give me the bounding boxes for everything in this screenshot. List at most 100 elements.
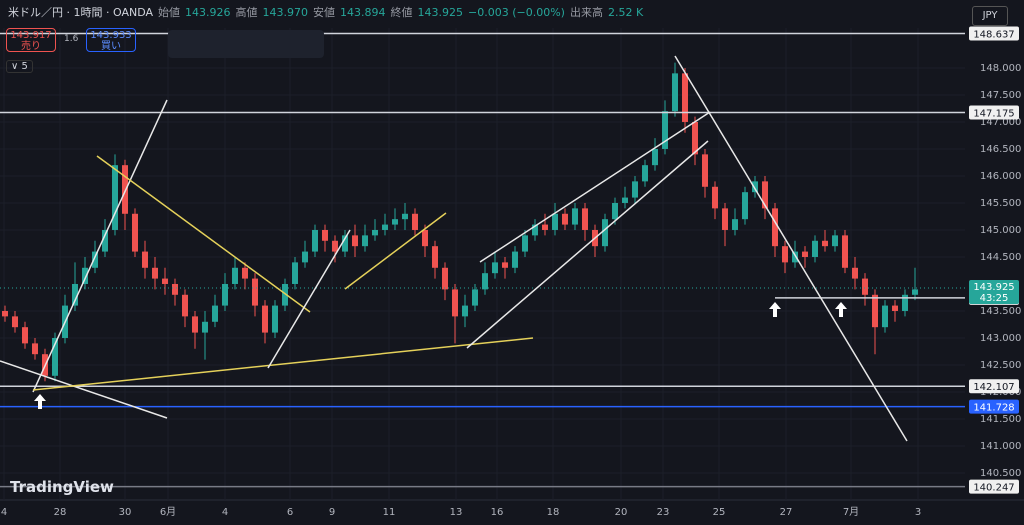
trendline <box>32 337 534 391</box>
candle-body <box>252 278 258 306</box>
trendline <box>344 212 447 290</box>
price-label: 141.728 <box>973 403 1014 414</box>
candle-body <box>112 165 118 230</box>
label: 売り <box>21 41 41 52</box>
trendline <box>267 229 351 369</box>
y-tick-label: 148.000 <box>980 63 1021 74</box>
candle-body <box>342 235 348 252</box>
sell-button[interactable]: 143.917 売り <box>6 28 56 52</box>
candle-body <box>52 337 58 376</box>
candle-body <box>192 316 198 333</box>
arrow <box>34 394 46 409</box>
x-tick-label: 3 <box>915 507 921 518</box>
x-tick-label: 27 <box>780 507 793 518</box>
drawings <box>0 55 908 442</box>
price-label: 140.247 <box>973 483 1014 494</box>
change: −0.003 (−0.00%) <box>468 5 565 19</box>
price-label: 142.107 <box>973 382 1014 393</box>
price-label-box <box>969 105 1019 120</box>
candle-body <box>902 294 908 311</box>
candle-body <box>652 148 658 166</box>
indicators-toggle[interactable]: ∨ 5 <box>6 60 33 73</box>
x-tick-label: 4 <box>1 507 7 518</box>
x-tick-label: 20 <box>615 507 628 518</box>
x-tick-label: 13 <box>450 507 463 518</box>
candle-body <box>292 262 298 284</box>
candle-body <box>492 262 498 274</box>
candle-body <box>262 305 268 333</box>
candle-body <box>892 305 898 311</box>
currency-button[interactable]: JPY <box>972 6 1008 26</box>
y-tick-label: 147.000 <box>980 117 1021 128</box>
candle-body <box>532 224 538 236</box>
candle-body <box>152 267 158 279</box>
header: 米ドル／円 · 1時間 · OANDA 始値 143.926 高値 143.970 … <box>8 4 643 20</box>
candle-body <box>312 229 318 252</box>
x-tick-label: 16 <box>491 507 504 518</box>
arrow <box>769 302 781 317</box>
candle-body <box>482 273 488 290</box>
candle-body <box>142 251 148 268</box>
price-label-box <box>969 479 1019 494</box>
y-tick-label: 140.500 <box>980 468 1021 479</box>
x-tick-label: 9 <box>329 507 335 518</box>
candle-body <box>22 327 28 344</box>
candle-body <box>92 251 98 268</box>
x-tick-label: 23 <box>657 507 670 518</box>
candle-body <box>602 219 608 247</box>
candle-body <box>742 192 748 220</box>
candle-body <box>722 208 728 230</box>
candle-body <box>412 213 418 230</box>
candle-body <box>812 240 818 257</box>
candle-body <box>782 246 788 263</box>
y-tick-label: 143.500 <box>980 306 1021 317</box>
y-tick-label: 146.500 <box>980 144 1021 155</box>
x-tick-label: 6月 <box>160 506 176 518</box>
y-tick-label: 146.000 <box>980 171 1021 182</box>
last-price-box <box>969 280 1019 305</box>
countdown: 43:25 <box>980 293 1009 304</box>
y-tick-label: 144.500 <box>980 252 1021 263</box>
drawing-toolbar[interactable] <box>168 30 324 58</box>
candle-body <box>552 213 558 230</box>
candle-body <box>912 289 918 295</box>
candle-body <box>772 208 778 247</box>
candle-body <box>472 289 478 306</box>
candle-body <box>632 181 638 198</box>
spread: 1.6 <box>64 34 79 44</box>
value: 2.52 K <box>607 5 644 19</box>
trendline <box>674 55 908 442</box>
trendline <box>96 155 311 313</box>
candle-body <box>672 73 678 112</box>
candle-body <box>512 251 518 268</box>
x-tick-label: 25 <box>713 507 726 518</box>
candle-body <box>502 262 508 268</box>
candle-body <box>162 278 168 284</box>
candle-body <box>662 111 668 149</box>
candle-body <box>402 213 408 220</box>
candle-body <box>692 121 698 155</box>
candle-body <box>702 154 708 187</box>
candle-body <box>82 267 88 284</box>
candle-body <box>682 73 688 122</box>
x-tick-label: 18 <box>547 507 560 518</box>
y-tick-label: 145.500 <box>980 198 1021 209</box>
candle-body <box>2 310 8 317</box>
candle-body <box>542 224 548 230</box>
price: 143.933 <box>90 30 132 41</box>
candle-body <box>422 229 428 247</box>
value: 143.926 <box>185 5 231 19</box>
trendline <box>32 99 168 393</box>
candle-body <box>432 246 438 268</box>
x-tick-label: 11 <box>383 507 396 518</box>
x-tick-label: 30 <box>119 507 132 518</box>
value: 143.925 <box>417 5 464 19</box>
buy-button[interactable]: 143.933 買い <box>86 28 136 52</box>
last-price-label: 143.925 <box>973 282 1014 293</box>
label: 買い <box>101 41 121 52</box>
candle-body <box>852 267 858 279</box>
candle-body <box>712 186 718 209</box>
candle-body <box>862 278 868 295</box>
arrows <box>34 302 847 409</box>
